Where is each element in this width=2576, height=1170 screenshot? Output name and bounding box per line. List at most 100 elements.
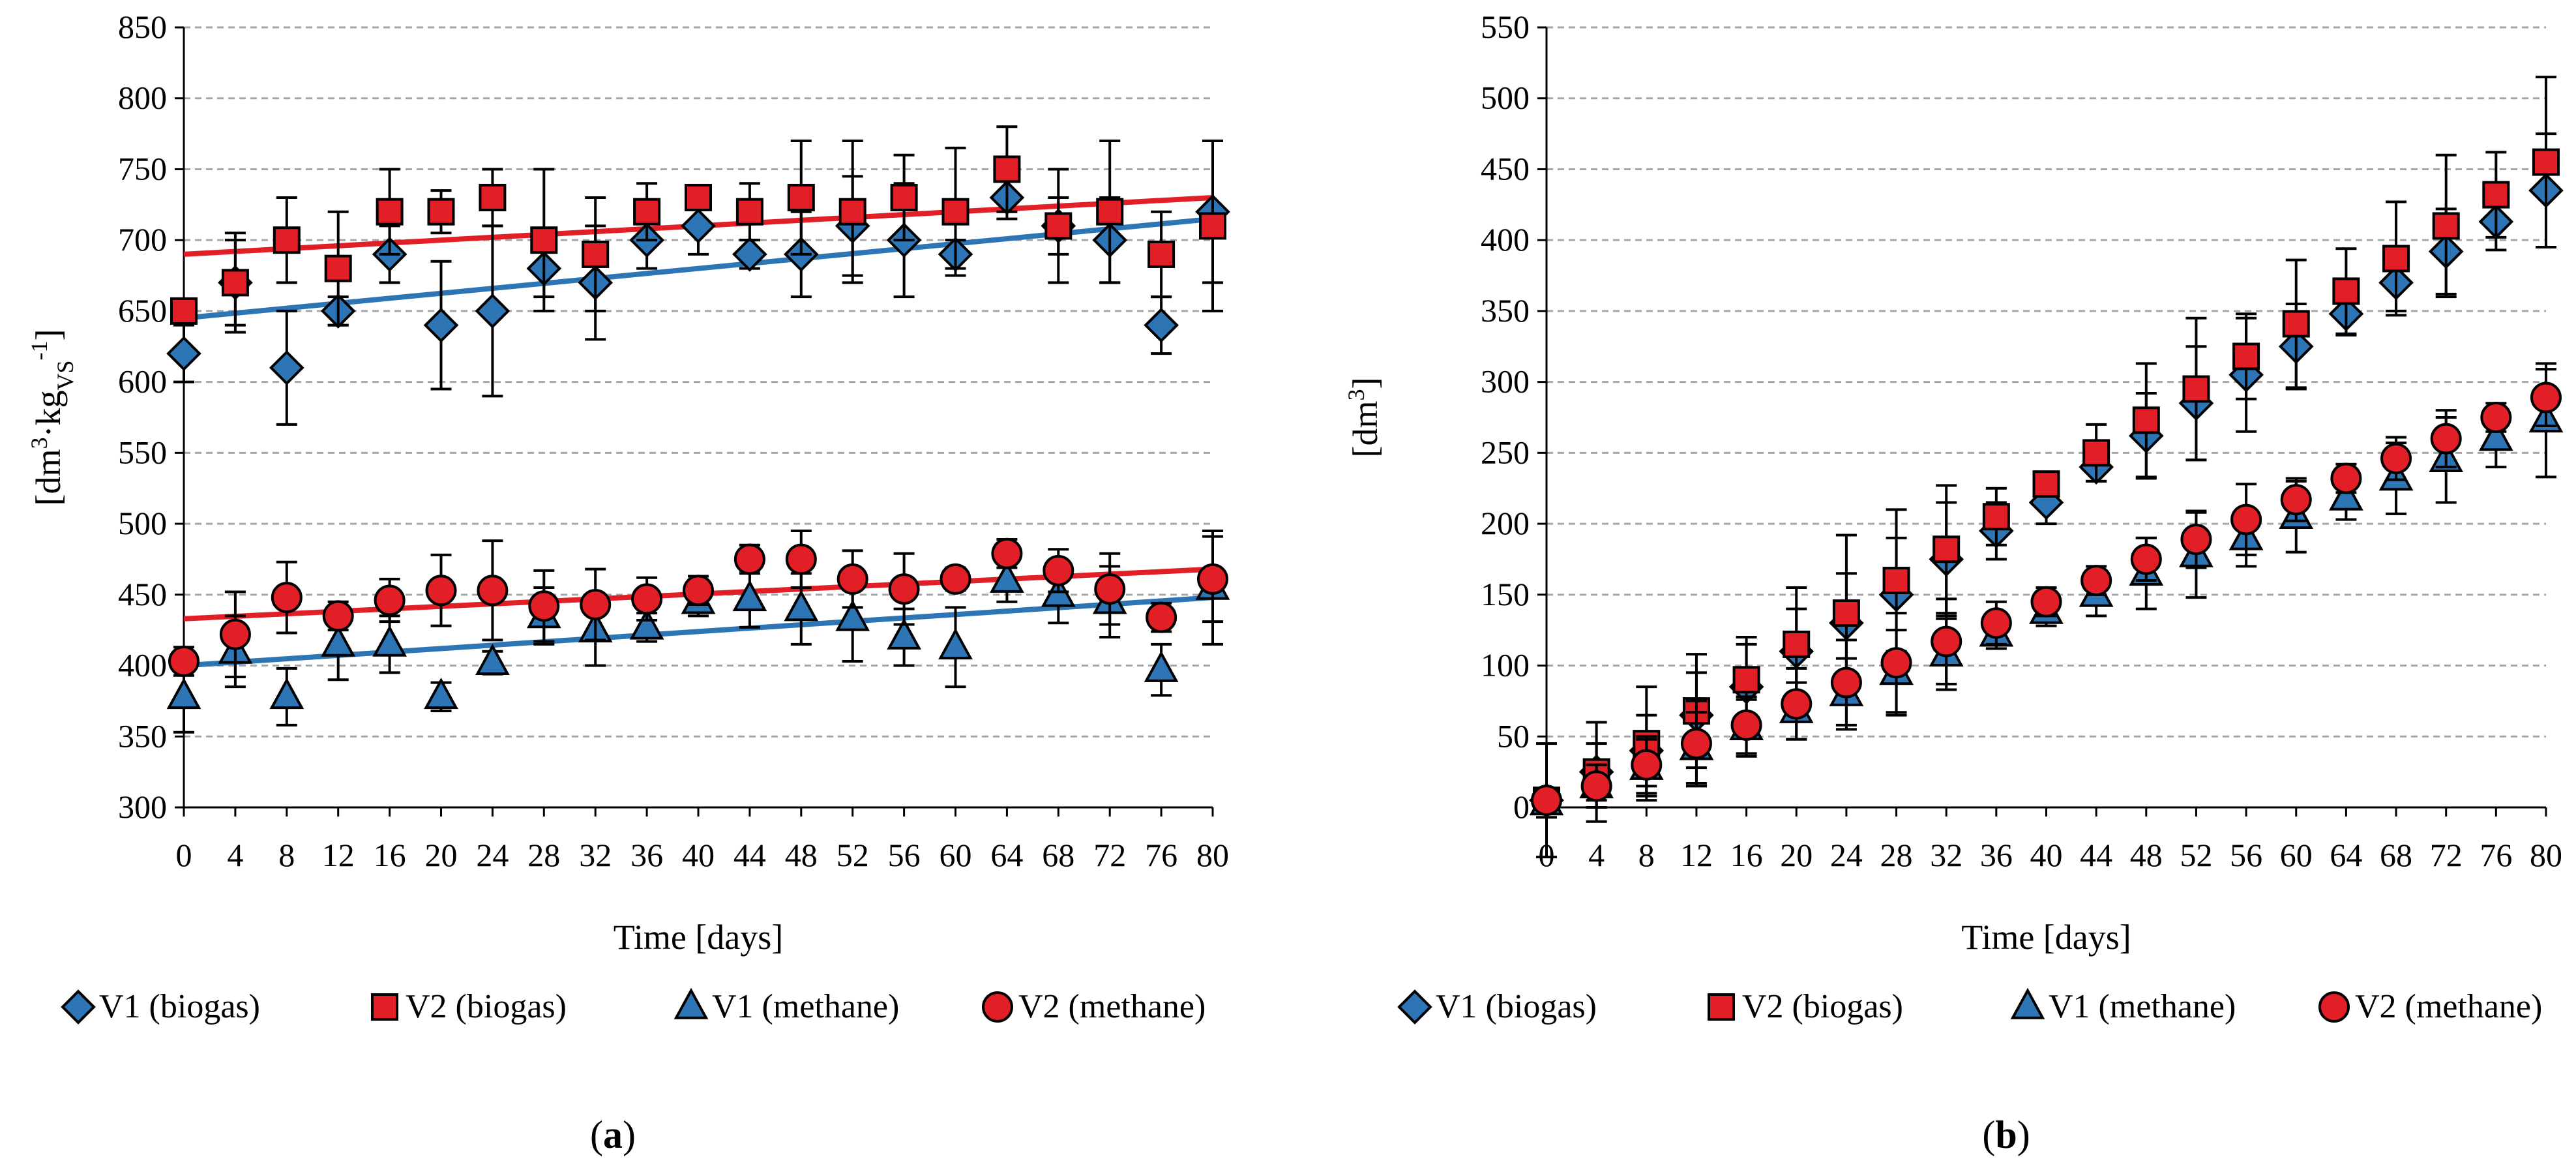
data-point [890, 183, 918, 211]
trendline [183, 595, 1213, 668]
data-point [2080, 565, 2112, 597]
x-tick-label: 28 [1880, 837, 1913, 873]
data-point [166, 678, 201, 710]
data-point [477, 575, 509, 607]
y-axis-title-part: -1 [26, 340, 52, 360]
x-tick-label: 8 [278, 837, 295, 873]
data-point [2082, 439, 2110, 467]
data-point [424, 678, 458, 710]
x-tick-label: 44 [733, 837, 766, 873]
data-point [1732, 666, 1760, 694]
legend-marker [61, 989, 96, 1025]
legend-marker [1397, 989, 1432, 1025]
x-tick-label: 32 [1930, 837, 1962, 873]
data-point [2180, 524, 2212, 556]
x-tick-label: 48 [785, 837, 818, 873]
y-axis: 300 350 400 450 500 550 600 650 700 750 800 850 [118, 8, 184, 825]
y-tick-label: 400 [118, 647, 167, 683]
x-tick-label: 28 [527, 837, 560, 873]
y-tick-label: 350 [1481, 292, 1530, 329]
data-point [273, 226, 301, 254]
panel-label-close: ) [2017, 1113, 2030, 1156]
x-tick-label: 76 [1145, 837, 1177, 873]
y-tick-label: 700 [118, 221, 167, 258]
data-point [1580, 770, 1612, 802]
x-tick-label: 80 [1196, 837, 1229, 873]
x-tick-label: 68 [1042, 837, 1074, 873]
y-tick-label: 600 [118, 363, 167, 400]
data-point [787, 183, 815, 211]
data-point [324, 254, 352, 282]
legend-label: V1 (methane) [2049, 988, 2236, 1025]
data-point [168, 646, 200, 678]
y-tick-label: 550 [1481, 8, 1530, 45]
y-axis-title: [dm3] [1343, 378, 1385, 458]
y-axis-title: [dm3·kgVS-1] [26, 329, 78, 506]
x-tick-label: 56 [888, 837, 921, 873]
data-point [1931, 625, 1962, 657]
data-point [479, 183, 507, 211]
y-tick-label: 100 [1481, 647, 1530, 683]
panel-label-open: ( [1982, 1113, 1995, 1156]
data-point [269, 678, 304, 710]
data-point [376, 198, 404, 226]
x-axis-title: Time [days] [614, 918, 784, 957]
data-point [374, 584, 406, 616]
x-tick-label: 8 [1638, 837, 1655, 873]
data-point [1880, 647, 1912, 679]
data-point [2480, 402, 2512, 433]
data-point [2280, 484, 2312, 516]
data-point [1144, 307, 1179, 343]
data-point [1199, 212, 1226, 240]
x-tick-label: 16 [374, 837, 406, 873]
data-point [683, 575, 714, 607]
y-axis-title-part: [dm [1346, 400, 1385, 457]
panel-label: (a) [590, 1113, 636, 1156]
data-point [219, 618, 251, 650]
legend-marker [2010, 987, 2045, 1019]
y-tick-label: 500 [1481, 80, 1530, 116]
data-point [582, 240, 610, 268]
data-point [1147, 240, 1176, 268]
x-tick-label: 64 [990, 837, 1023, 873]
x-tick-label: 76 [2480, 837, 2512, 873]
data-point [887, 618, 921, 650]
data-point [425, 575, 457, 607]
data-point [2232, 342, 2260, 370]
data-point [1832, 599, 1860, 627]
data-point [2282, 310, 2310, 338]
x-tick-label: 20 [425, 837, 458, 873]
legend-marker [982, 991, 1013, 1023]
data-point [2030, 586, 2062, 618]
data-point [423, 307, 459, 343]
data-point [2532, 148, 2560, 176]
x-tick-label: 52 [2180, 837, 2212, 873]
data-point [427, 198, 455, 226]
data-point [1781, 688, 1813, 720]
y-tick-label: 400 [1481, 221, 1530, 258]
data-point [2482, 181, 2510, 209]
data-point [1680, 728, 1712, 760]
legend-label: V2 (biogas) [406, 988, 567, 1025]
data-point [1197, 563, 1228, 595]
x-tick-label: 64 [2330, 837, 2362, 873]
data-point [2530, 382, 2562, 413]
y-tick-label: 650 [118, 292, 167, 329]
y-tick-label: 850 [118, 8, 167, 45]
data-point [1094, 573, 1126, 605]
data-point [475, 293, 511, 329]
data-point [2332, 277, 2360, 305]
data-point [2380, 443, 2412, 475]
data-point [1096, 198, 1124, 226]
panel-label-close: ) [623, 1113, 636, 1156]
series-square [170, 125, 1226, 334]
data-point [528, 590, 560, 622]
data-point [2430, 423, 2462, 455]
x-tick-label: 16 [1730, 837, 1763, 873]
data-point [2382, 245, 2410, 273]
y-tick-label: 300 [118, 788, 167, 825]
x-tick-label: 44 [2080, 837, 2112, 873]
panel-label-letter: b [1995, 1113, 2017, 1156]
